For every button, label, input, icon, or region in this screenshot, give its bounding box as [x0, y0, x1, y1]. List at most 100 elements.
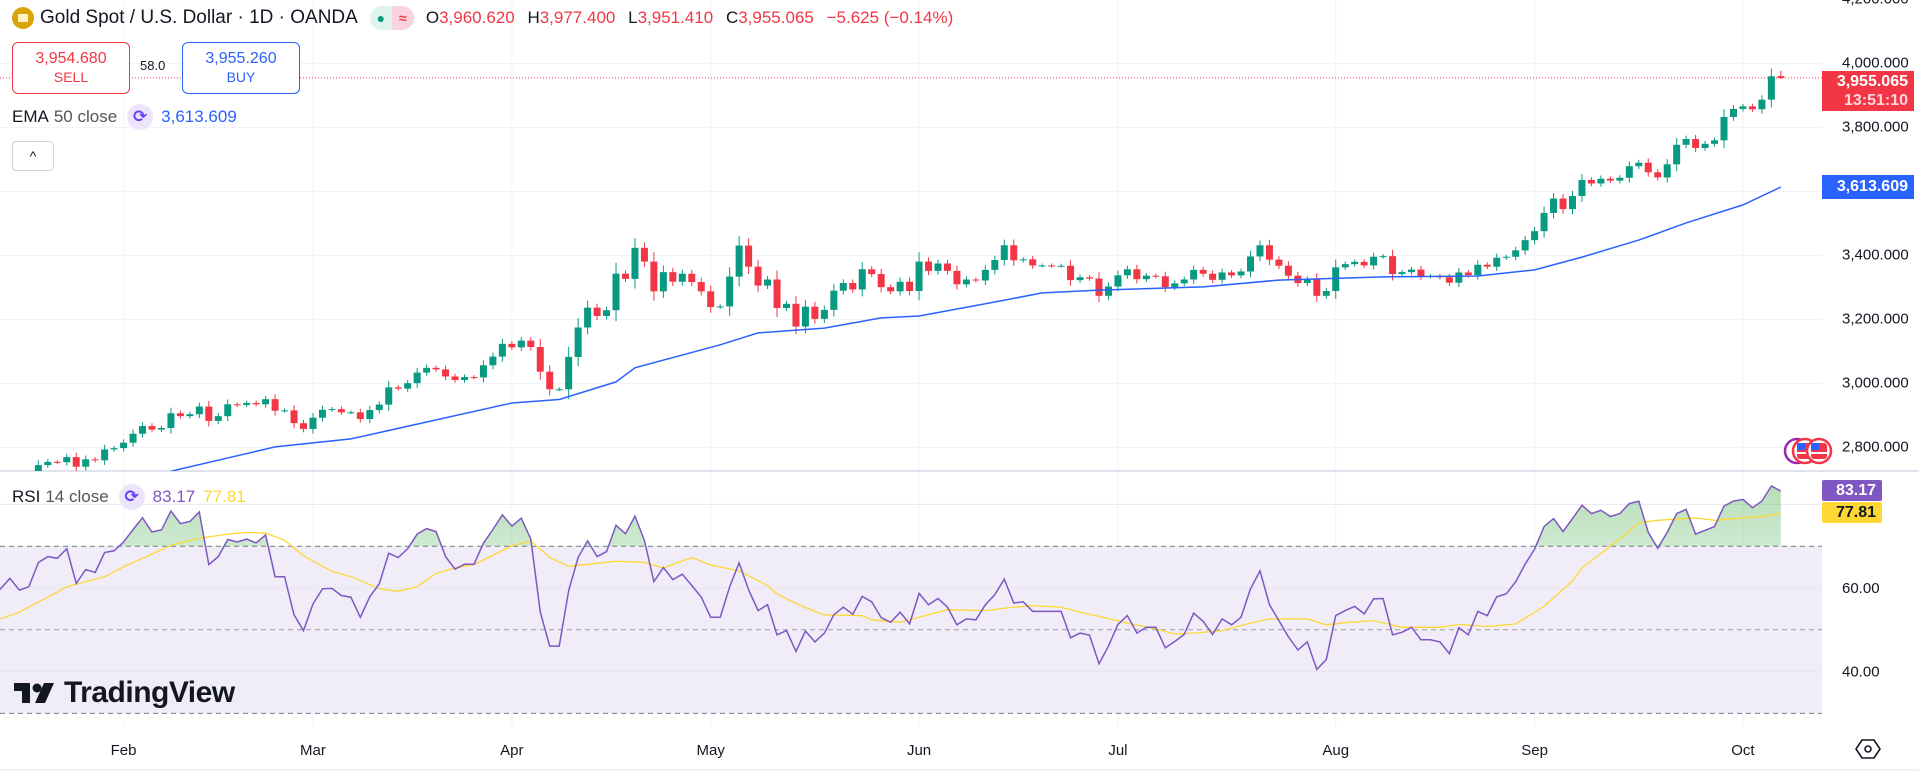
candle-body [716, 306, 724, 308]
tradingview-logo[interactable]: TradingView [14, 676, 235, 710]
candle-body [1597, 178, 1605, 184]
price-axis-label: 3,800.000 [1842, 119, 1909, 136]
candle-body [1493, 257, 1501, 267]
chart-settings-icon[interactable] [1855, 737, 1881, 761]
candle-body [1729, 108, 1737, 117]
buy-price: 3,955.260 [205, 50, 277, 67]
candle-body [1748, 106, 1756, 110]
candle-body [1123, 269, 1131, 276]
candle-body [830, 290, 838, 310]
candle-body [186, 414, 194, 417]
high-value: 3,977.400 [539, 8, 616, 27]
candle-body [347, 412, 355, 414]
ema-legend[interactable]: EMA 50 close ⟳ 3,613.609 [12, 104, 237, 130]
candle-body [423, 367, 431, 373]
candle-body [1464, 272, 1472, 276]
candle-body [101, 449, 109, 461]
candle-body [593, 307, 601, 316]
candle-body [925, 261, 933, 271]
candle-body [972, 279, 980, 281]
candle-body [1758, 99, 1766, 110]
spread-value: 58.0 [140, 58, 166, 73]
candle-body [281, 410, 289, 412]
candle-body [868, 269, 876, 275]
candle-body [110, 448, 118, 450]
candle-body [1351, 261, 1359, 265]
candle-body [91, 459, 99, 461]
refresh-cycle-icon[interactable]: ⟳ [118, 484, 145, 510]
candle-body [612, 273, 620, 311]
rsi-value: 83.17 [152, 487, 196, 506]
sell-button[interactable]: 3,954.680 SELL [12, 42, 130, 94]
candle-body [640, 247, 648, 262]
candle-body [1635, 162, 1643, 167]
candle-body [1218, 272, 1226, 280]
candle-body [555, 389, 563, 391]
open-value: 3,960.620 [439, 8, 515, 27]
time-axis-label: Jul [1108, 742, 1127, 759]
last-price-tag: 3,955.065 13:51:10 [1822, 71, 1914, 111]
candle-body [1455, 272, 1463, 283]
candle-body [1114, 275, 1122, 287]
candle-body [1559, 198, 1567, 210]
candle-body [309, 417, 317, 429]
price-axis-label: 2,800.000 [1842, 439, 1909, 456]
candle-body [139, 426, 147, 434]
candle-body [1010, 245, 1018, 261]
candle-body [72, 457, 80, 467]
high-label: H [527, 8, 540, 27]
price-axis-label: 3,400.000 [1842, 247, 1909, 264]
rsi-value-tag: 83.17 [1822, 480, 1882, 501]
candle-body [34, 465, 42, 471]
time-axis-label: Feb [111, 742, 137, 759]
ema-name: EMA [12, 107, 49, 126]
ema-value: 3,613.609 [161, 107, 237, 126]
candle-body [1237, 271, 1245, 276]
economic-event-markers [1783, 437, 1833, 465]
candle-body [517, 340, 525, 348]
candle-body [300, 423, 308, 429]
candle-body [224, 404, 232, 417]
candle-body [792, 303, 800, 327]
chevron-up-icon: ^ [29, 148, 37, 164]
symbol-title[interactable]: Gold Spot / U.S. Dollar · 1D · OANDA [40, 7, 358, 28]
candle-body [129, 433, 137, 443]
candle-body [1616, 177, 1624, 181]
candle-body [1578, 179, 1586, 196]
candle-body [1332, 267, 1340, 292]
candle-body [915, 261, 923, 292]
time-axis-label: Mar [300, 742, 326, 759]
candle-body [1417, 269, 1425, 277]
ohlc-values: O3,960.620 H3,977.400 L3,951.410 C3,955.… [426, 8, 953, 28]
candle-body [1512, 250, 1520, 257]
us-flag-canton [1811, 443, 1819, 450]
candle-body [621, 273, 629, 279]
refresh-cycle-icon[interactable]: ⟳ [127, 104, 154, 130]
candle-body [53, 461, 61, 463]
candle-body [356, 412, 364, 420]
candle-body [650, 261, 658, 292]
candle-body [1076, 277, 1084, 281]
candle-body [896, 281, 904, 292]
candle-body [366, 410, 374, 420]
candle-body [1720, 116, 1728, 141]
candle-body [82, 459, 90, 467]
last-price: 3,955.065 [1836, 73, 1908, 90]
candle-body [432, 367, 440, 370]
candle-body [1502, 256, 1510, 258]
rsi-legend[interactable]: RSI 14 close ⟳ 83.17 77.81 [12, 484, 246, 510]
candle-body [1692, 139, 1700, 148]
collapse-legend-button[interactable]: ^ [12, 141, 54, 171]
candle-body [574, 327, 582, 357]
candle-body [394, 387, 402, 389]
candle-body [337, 409, 345, 413]
candle-body [801, 306, 809, 327]
buy-button[interactable]: 3,955.260 BUY [182, 42, 300, 94]
candle-body [1654, 172, 1662, 178]
candle-body [962, 279, 970, 285]
market-status[interactable]: ● ≈ [369, 6, 414, 30]
candle-body [0, 481, 4, 487]
candle-body [527, 340, 535, 348]
ema-price-tag: 3,613.609 [1822, 175, 1914, 199]
